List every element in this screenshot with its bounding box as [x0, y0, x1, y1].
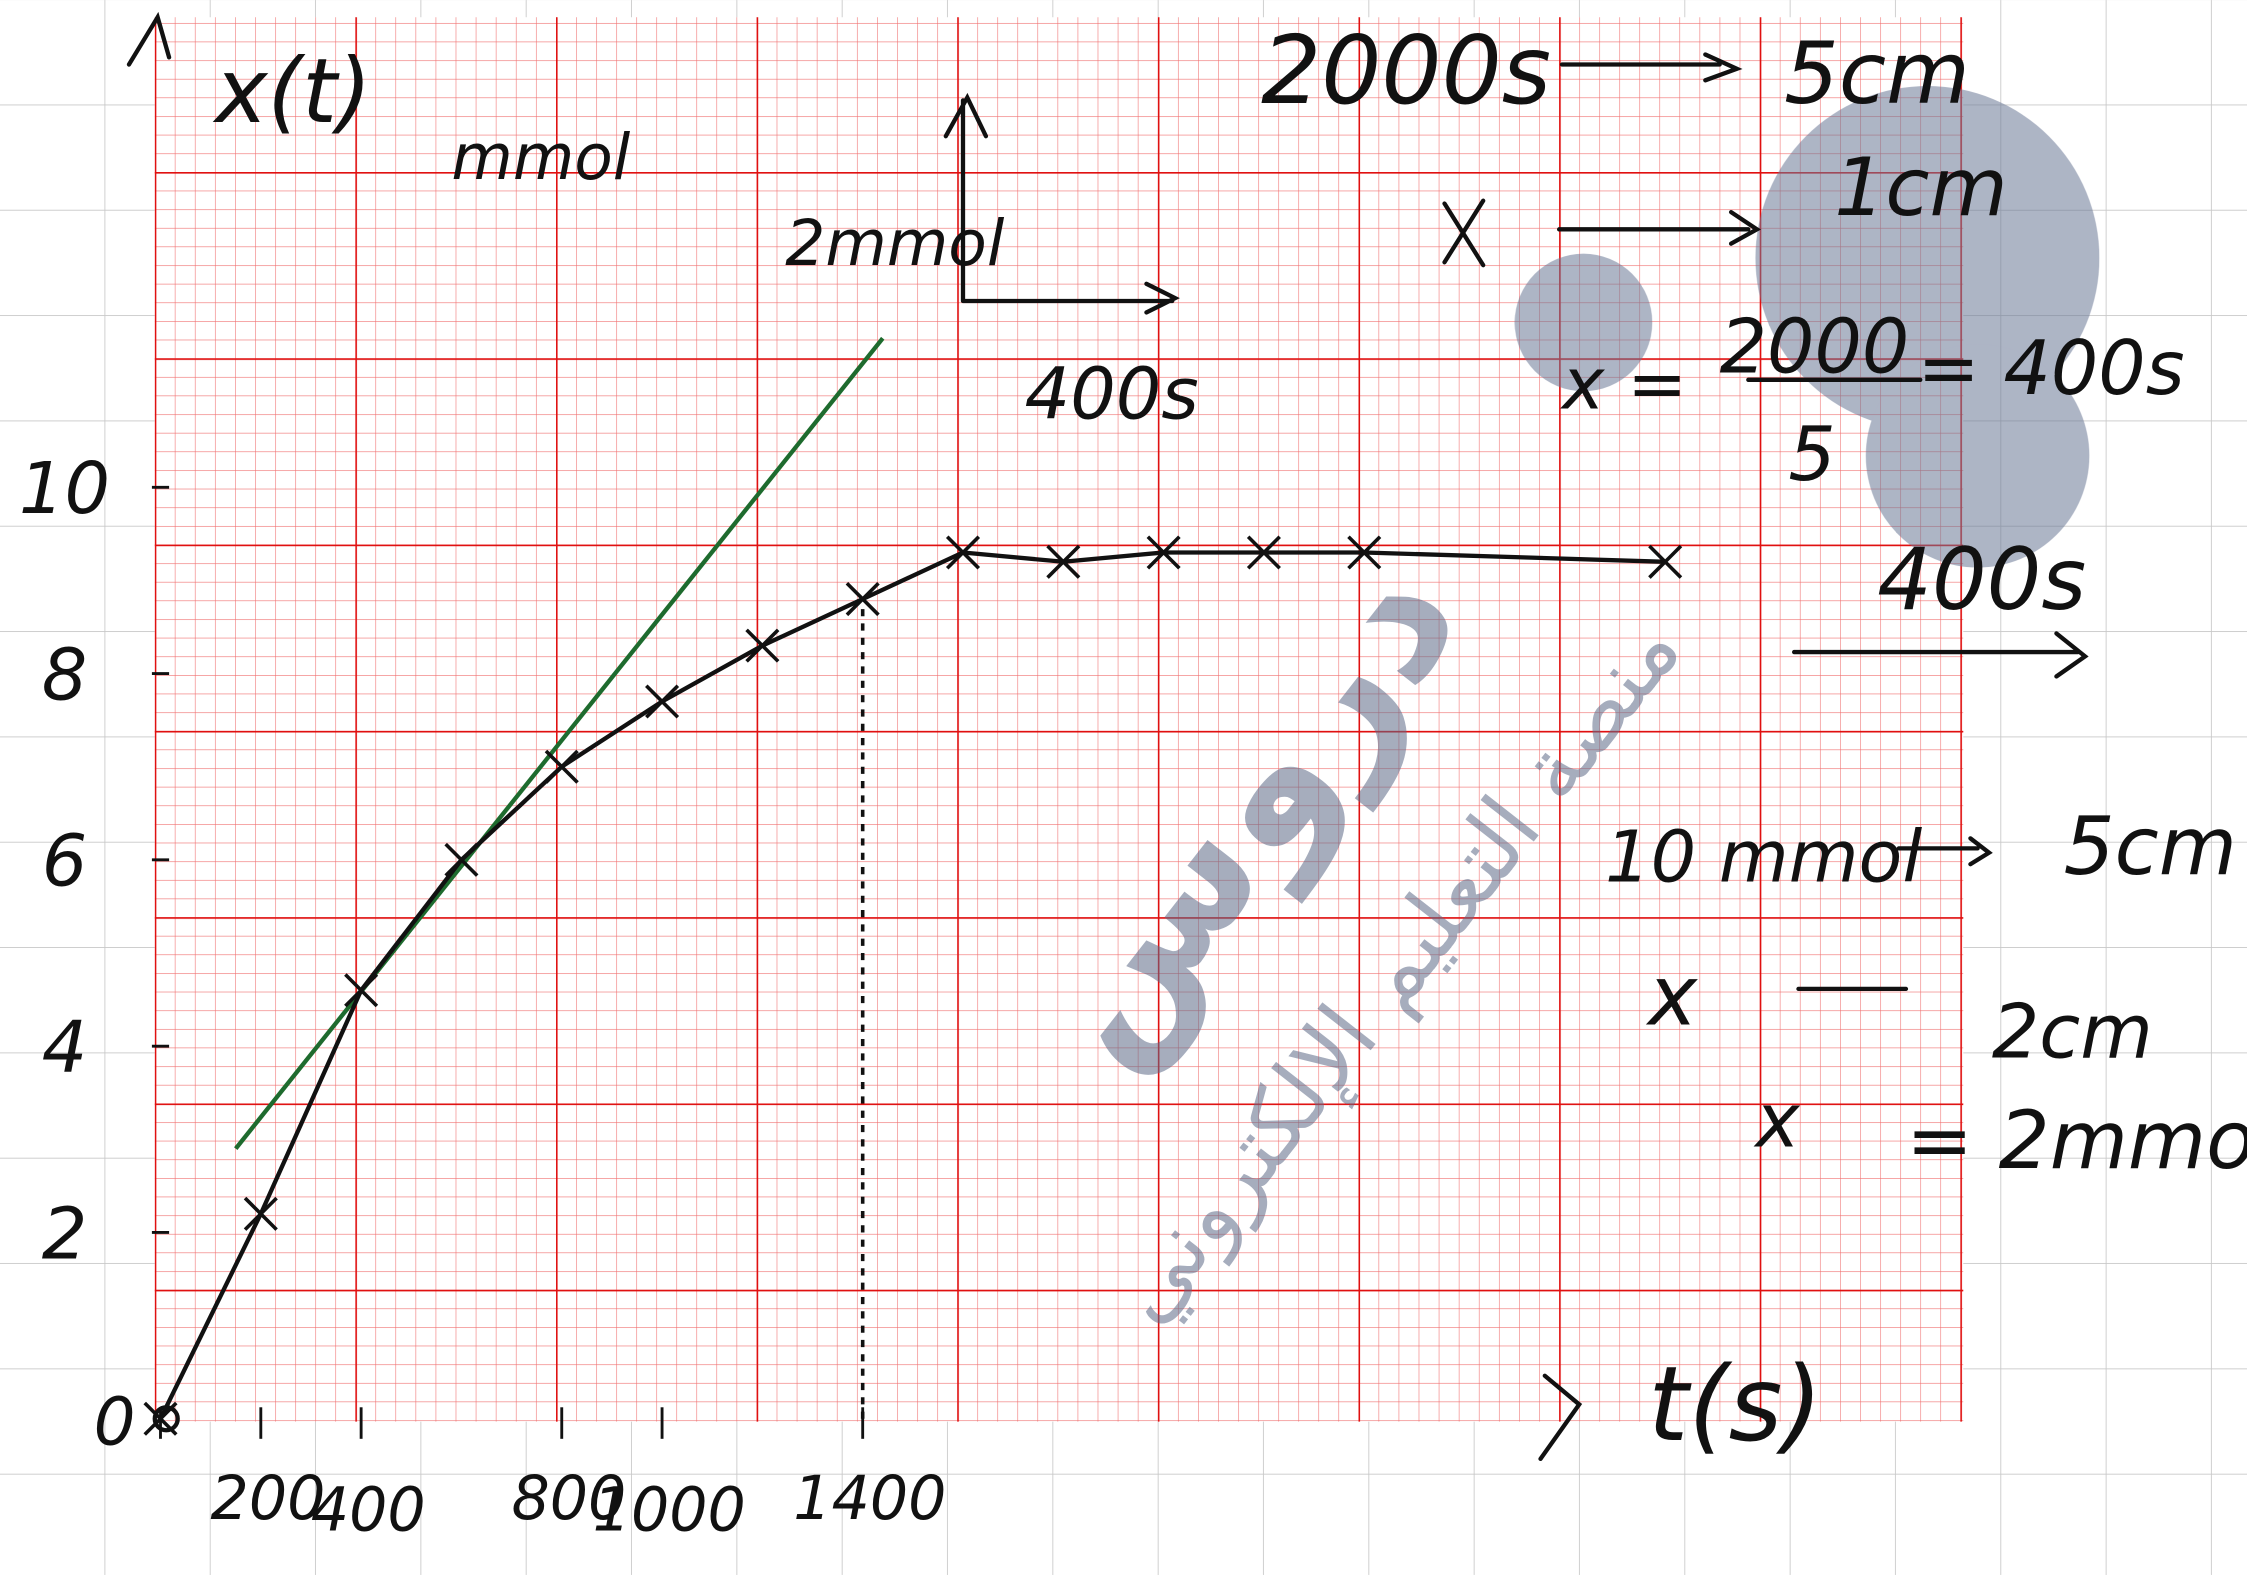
annotation: 2cm — [1992, 989, 2153, 1076]
y-unit: mmol — [451, 120, 630, 194]
annotation: x — [1753, 1077, 1800, 1164]
x-tick-label: 200 — [211, 1464, 326, 1534]
annotation: 5cm — [2064, 800, 2237, 893]
x-axis-label: t(s) — [1648, 1345, 1823, 1465]
annotation: 2000s — [1261, 16, 1551, 126]
x-tick-label: 400 — [311, 1476, 426, 1546]
annotation: 2mmol — [785, 206, 1005, 280]
chart: دروسمنصة التعليم الإلكتروني 246810020040… — [0, 0, 2247, 1575]
annotation: 5cm — [1784, 24, 1970, 124]
y-tick-label: 2 — [42, 1191, 88, 1275]
y-tick-label: 6 — [42, 819, 88, 903]
annotation: x = — [1560, 341, 1687, 425]
annotation: = 400s — [1917, 325, 2184, 412]
y-axis-label: x(t) — [212, 40, 372, 143]
page: {"chart_data": {"type": "line", "x_label… — [0, 0, 2247, 1575]
annotation: 1cm — [1834, 141, 2007, 234]
y-tick-label: 10 — [19, 446, 110, 530]
annotation: 400s — [1877, 530, 2086, 630]
x-tick-label: 0 — [94, 1384, 136, 1461]
annotation: 5 — [1788, 411, 1835, 498]
x-tick-label: 1400 — [793, 1464, 946, 1534]
annotation: 10 mmol — [1605, 814, 1922, 898]
annotation: 400s — [1025, 351, 1199, 435]
x-tick-label: 1000 — [593, 1476, 746, 1546]
y-tick-label: 4 — [42, 1005, 88, 1089]
annotation: = 2mmol — [1906, 1094, 2247, 1187]
y-tick-label: 8 — [42, 632, 88, 716]
annotation: x — [1645, 948, 1698, 1045]
annotation: 2000 — [1720, 304, 1910, 391]
